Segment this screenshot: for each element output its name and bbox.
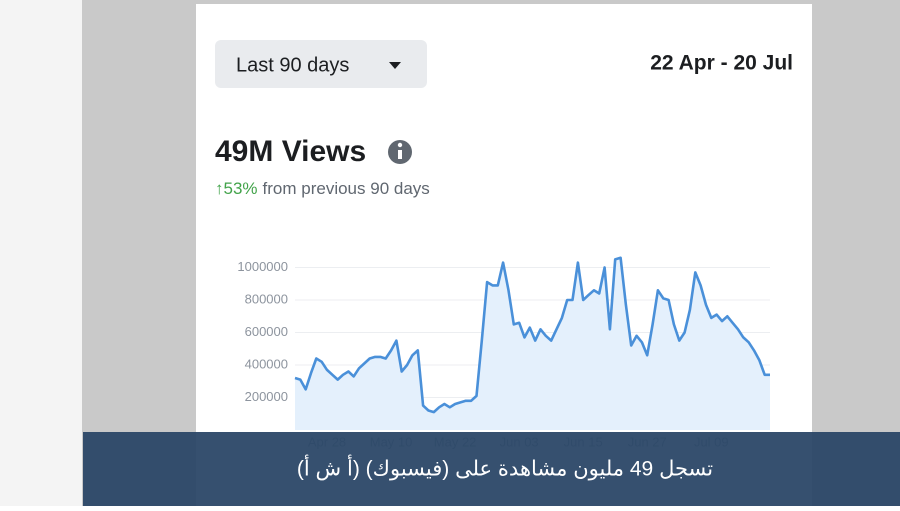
change-text: from previous 90 days: [263, 179, 430, 198]
area: [295, 257, 770, 430]
change-line: ↑53% from previous 90 days: [215, 179, 430, 198]
date-range: 22 Apr - 20 Jul: [650, 52, 793, 75]
info-icon-dot: [397, 142, 403, 148]
dropdown-caret[interactable]: [389, 62, 401, 69]
y-tick-label: 800000: [245, 291, 288, 306]
caption-banner: [83, 432, 900, 506]
caption: تسجل 49 مليون مشاهدة على (فيسبوك) (أ ش أ…: [297, 455, 713, 481]
y-tick-label: 1000000: [237, 259, 288, 274]
y-tick-label: 600000: [245, 324, 288, 339]
range-button-label[interactable]: Last 90 days: [236, 54, 349, 76]
range-button[interactable]: [215, 40, 427, 88]
line: [294, 256, 770, 414]
y-tick-label: 400000: [245, 356, 288, 371]
info-icon-stem: [398, 150, 402, 159]
y-tick-label: 200000: [245, 389, 288, 404]
change-value: ↑53%: [215, 179, 258, 198]
views-title: 49M Views: [215, 135, 366, 168]
